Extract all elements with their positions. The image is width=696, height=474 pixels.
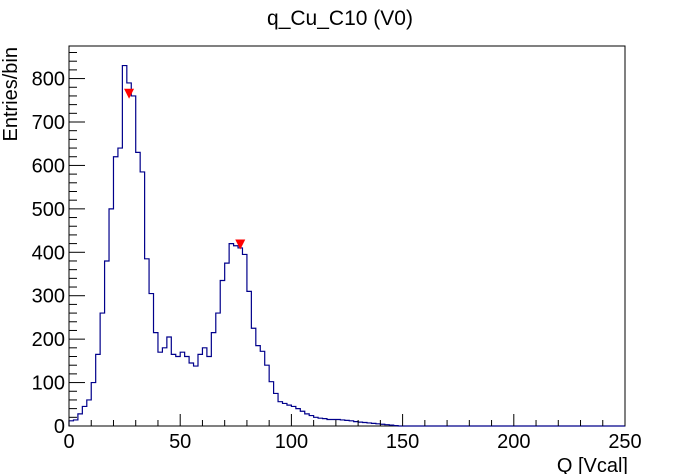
x-tick-label: 100 xyxy=(275,431,308,453)
x-axis-title: Q [Vcal] xyxy=(557,455,628,474)
y-axis-title: Entries/bin xyxy=(0,47,22,142)
x-tick-label: 200 xyxy=(497,431,530,453)
peak-marker xyxy=(235,239,246,250)
x-tick-label: 0 xyxy=(63,431,74,453)
plot-frame xyxy=(68,45,626,427)
y-tick-label: 500 xyxy=(32,199,65,221)
y-tick-label: 400 xyxy=(32,242,65,264)
y-tick-label: 700 xyxy=(32,112,65,134)
x-tick-label: 150 xyxy=(386,431,419,453)
y-tick-label: 200 xyxy=(32,329,65,351)
y-tick-label: 600 xyxy=(32,155,65,177)
peak-marker xyxy=(124,88,135,99)
plot-area: 0 50 100 150 200 250 0 100 200 300 400 500 600 700 800 xyxy=(32,45,642,453)
histogram-series-line xyxy=(68,64,625,427)
y-tick-label: 0 xyxy=(54,416,65,438)
x-tick-label: 50 xyxy=(169,431,191,453)
y-tick-label: 100 xyxy=(32,373,65,395)
y-tick-label: 800 xyxy=(32,69,65,91)
chart-title: q_Cu_C10 (V0) xyxy=(267,7,413,30)
x-tick-label: 250 xyxy=(608,431,641,453)
y-tick-label: 300 xyxy=(32,286,65,308)
